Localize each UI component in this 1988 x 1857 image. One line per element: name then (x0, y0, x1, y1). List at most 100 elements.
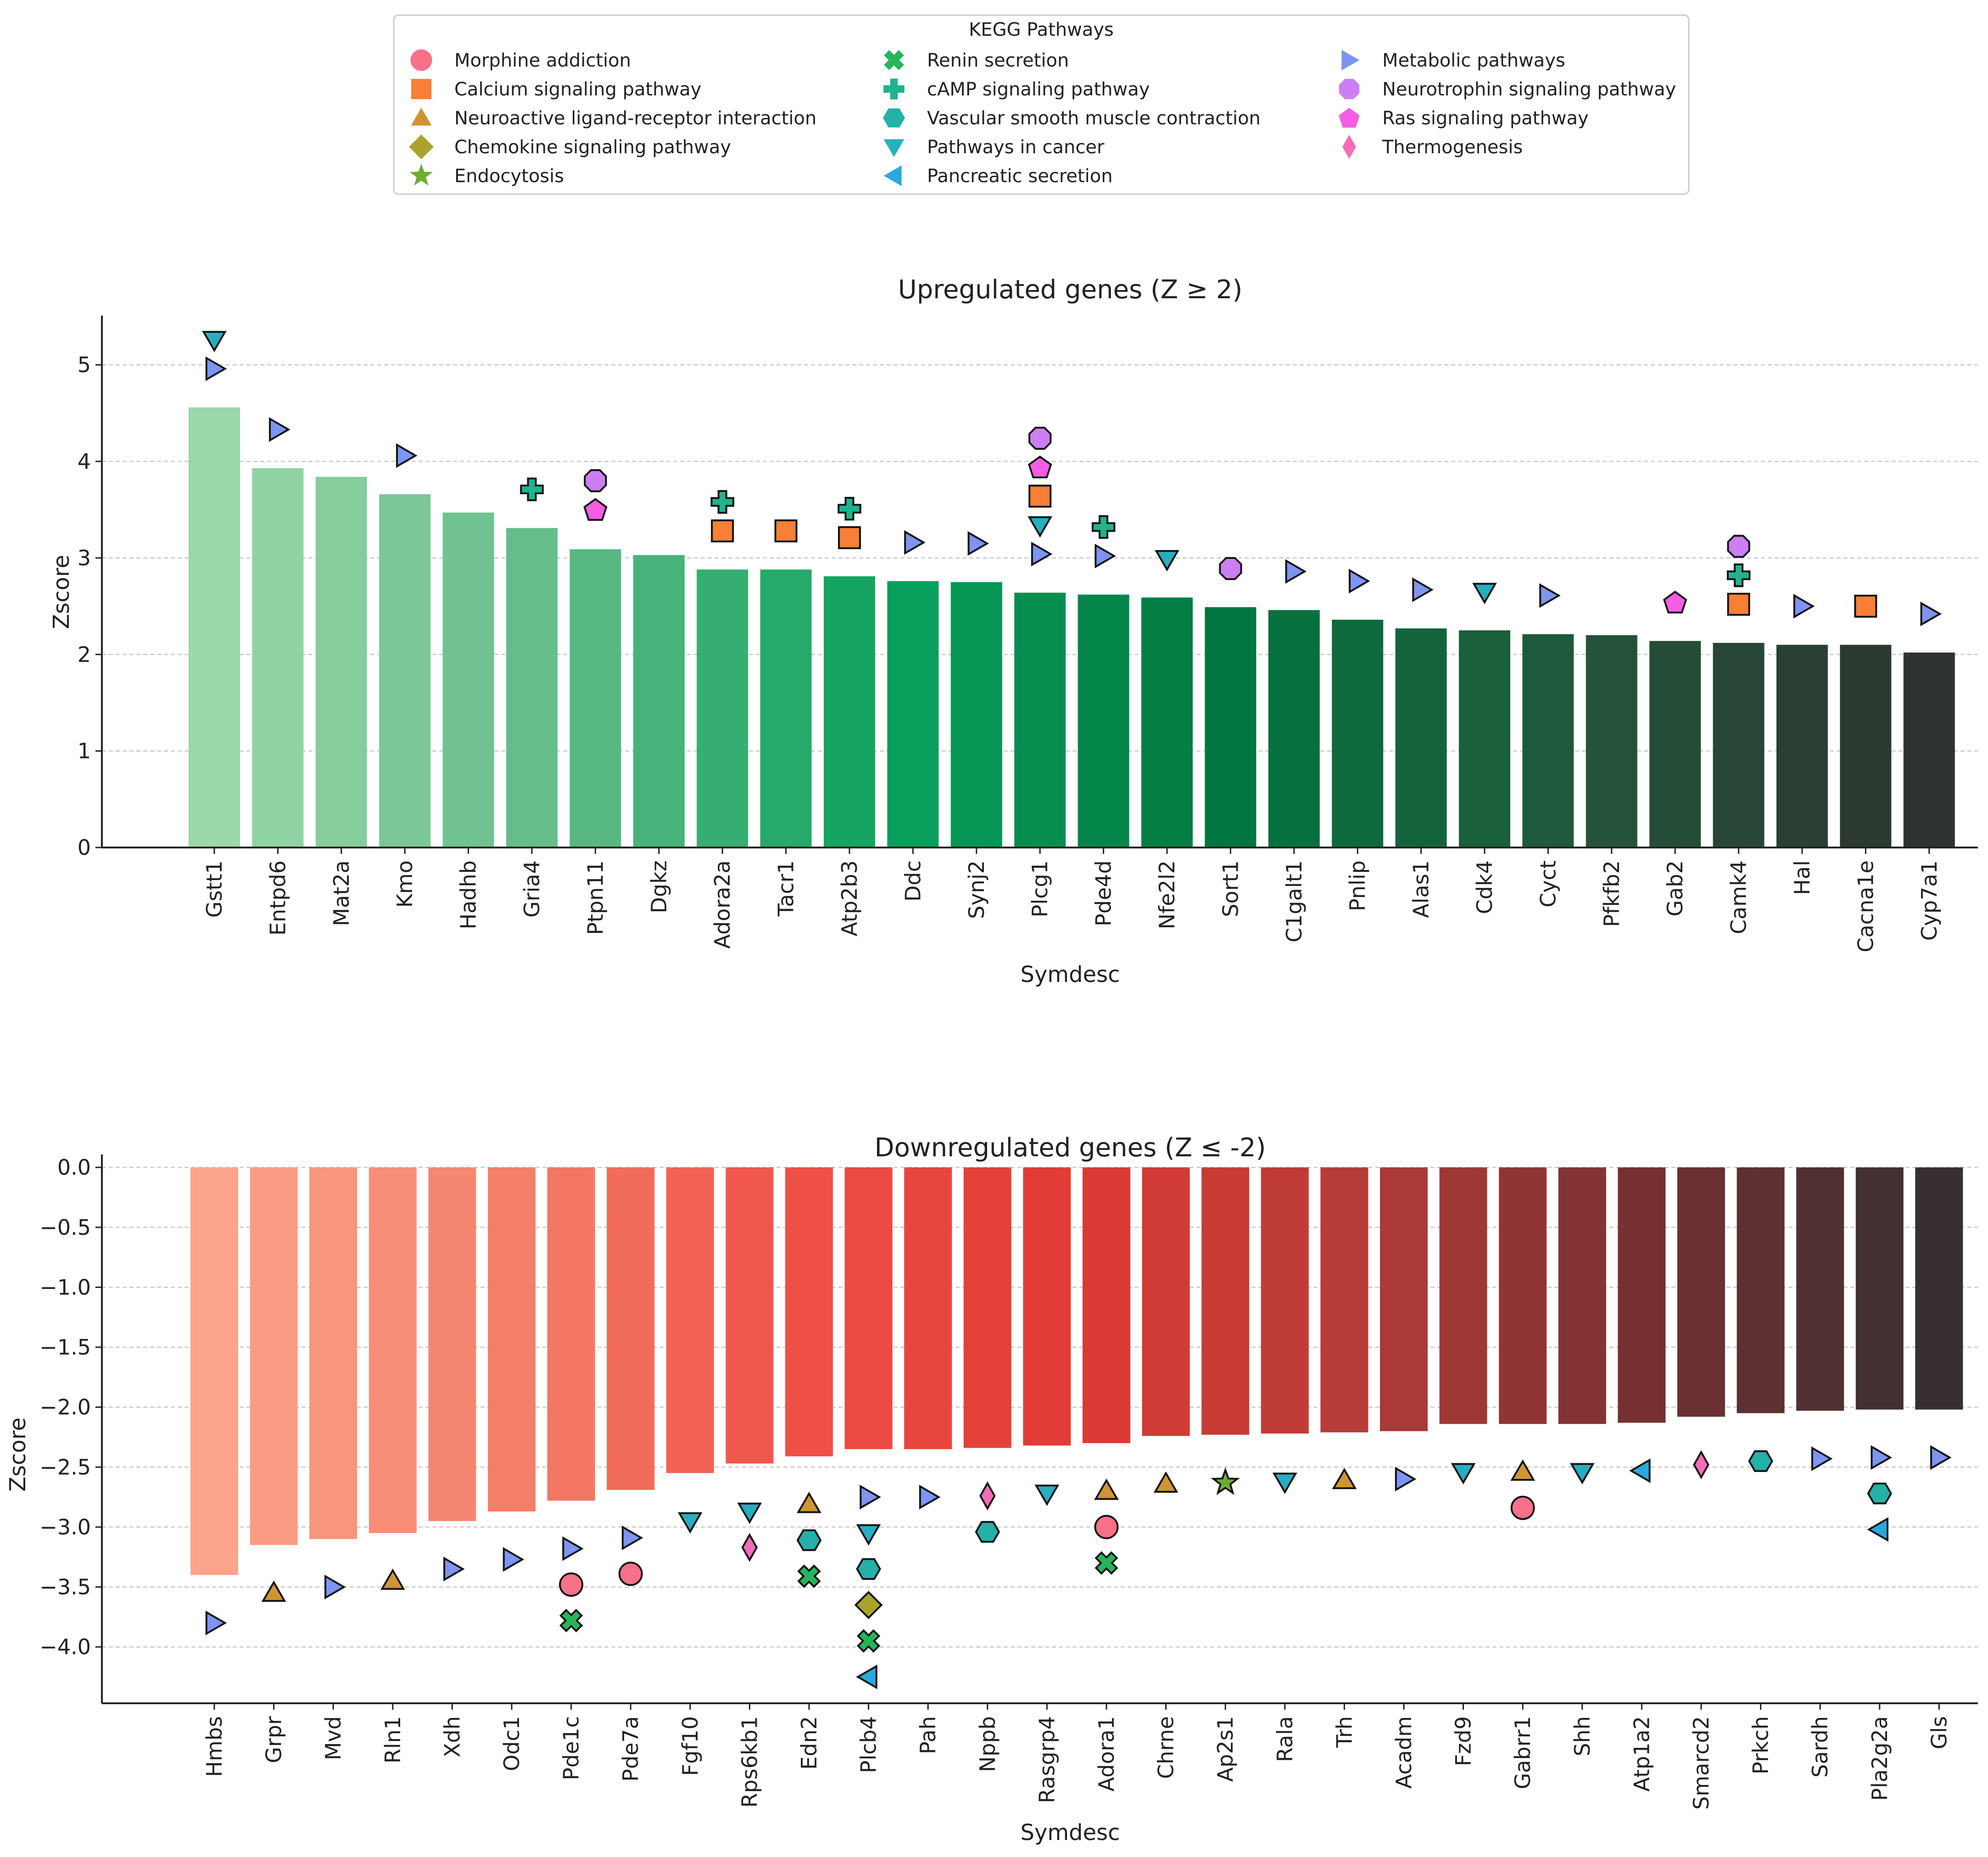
x-tick-label-rps6kb1: Rps6kb1 (737, 1716, 762, 1808)
x-tick-label-camk4: Camk4 (1726, 860, 1751, 934)
y-tick-label: 5 (78, 352, 91, 377)
marker-camk4-camp-signaling-pathway (1726, 563, 1751, 587)
thermogenesis-legend-marker (1342, 134, 1356, 159)
marker-pde7a-metabolic-pathways (621, 1525, 643, 1550)
marker-synj2-metabolic-pathways (967, 531, 989, 556)
bar-kmo (379, 494, 431, 848)
marker-plcb4-metabolic-pathways (860, 1484, 881, 1510)
marker-plcb4-pancreatic-secretion (856, 1664, 877, 1690)
marker-xdh-metabolic-pathways (443, 1556, 465, 1582)
x-tick-label-sardh: Sardh (1808, 1716, 1832, 1778)
legend-item-label: Renin secretion (927, 50, 1069, 71)
bar-sardh (1796, 1167, 1844, 1411)
legend-item-label: cAMP signaling pathway (927, 79, 1150, 100)
y-tick-label: 2 (78, 642, 91, 667)
x-tick-label-plcb4: Plcb4 (856, 1716, 881, 1773)
y-tick-label: 0.0 (57, 1155, 91, 1180)
bar-camk4 (1713, 643, 1765, 848)
neurotrophin-signaling-pathway-legend-marker (1339, 78, 1360, 100)
bar-cacna1e (1840, 645, 1892, 848)
marker-plcb4-vascular-smooth-muscle-contraction (856, 1558, 881, 1580)
marker-shh-pathways-in-cancer (1569, 1463, 1595, 1484)
marker-adora1-renin-secretion (1095, 1551, 1118, 1575)
bar-chrne (1142, 1167, 1190, 1436)
x-tick-label-cacna1e: Cacna1e (1853, 860, 1878, 953)
legend-frame (393, 14, 1690, 195)
marker-plcb4-renin-secretion (856, 1629, 881, 1653)
bar-adora1 (1083, 1167, 1130, 1444)
marker-camk4-calcium-signaling-pathway (1727, 592, 1750, 616)
bar-odc1 (488, 1167, 536, 1511)
marker-trh-neuroactive-ligand-receptor-interaction (1332, 1467, 1357, 1489)
y-tick-label: −1.5 (39, 1335, 91, 1360)
marker-edn2-neuroactive-ligand-receptor-interaction (797, 1492, 821, 1513)
x-tick-label-ap2s1: Ap2s1 (1213, 1716, 1238, 1782)
x-tick-label-synj2: Synj2 (964, 860, 989, 919)
marker-rln1-neuroactive-ligand-receptor-interaction (380, 1568, 405, 1590)
marker-sardh-metabolic-pathways (1811, 1446, 1833, 1471)
bar-rasgrp4 (1023, 1167, 1071, 1446)
legend-item-neurotrophin-signaling-pathway: Neurotrophin signaling pathway (1339, 78, 1676, 100)
bar-shh (1558, 1167, 1606, 1424)
x-tick-label-pde4d: Pde4d (1091, 860, 1116, 926)
x-tick-label-entpd6: Entpd6 (265, 860, 290, 936)
bar-entpd6 (252, 468, 304, 848)
y-tick-label: 4 (78, 449, 91, 474)
marker-ap2s1-endocytosis (1211, 1467, 1240, 1495)
x-tick-label-c1galt1: C1galt1 (1282, 860, 1307, 942)
marker-pde1c-renin-secretion (559, 1609, 583, 1633)
x-tick-label-gria4: Gria4 (519, 860, 544, 918)
bar-cyp7a1 (1903, 652, 1955, 848)
bar-xdh (428, 1167, 476, 1521)
x-tick-label-smarcd2: Smarcd2 (1689, 1716, 1714, 1810)
downregulated-y-axis-label: Zscore (5, 1417, 31, 1492)
x-tick-label-sort1: Sort1 (1218, 860, 1243, 917)
bar-fgf10 (666, 1167, 714, 1473)
legend-item-label: Thermogenesis (1382, 137, 1523, 158)
x-tick-label-pfkfb2: Pfkfb2 (1599, 860, 1624, 927)
bar-ddc (887, 581, 939, 848)
bar-rala (1261, 1167, 1309, 1434)
marker-cyp7a1-metabolic-pathways (1920, 602, 1942, 626)
downregulated-chart: Downregulated genes (Z ≤ -2) 0.0 −0.5 −1.0… (5, 1133, 1978, 1846)
marker-kmo-metabolic-pathways (396, 443, 418, 468)
x-tick-label-rasgrp4: Rasgrp4 (1034, 1716, 1059, 1803)
downregulated-x-axis-label: Symdesc (1020, 1820, 1120, 1846)
marker-hal-metabolic-pathways (1793, 594, 1815, 619)
marker-nppb-vascular-smooth-muscle-contraction (975, 1521, 1000, 1543)
legend-item-label: Vascular smooth muscle contraction (927, 108, 1261, 129)
y-tick-label: 3 (78, 546, 91, 570)
x-tick-label-xdh: Xdh (440, 1716, 464, 1757)
x-tick-label-pnlip: Pnlip (1345, 860, 1370, 911)
marker-fzd9-pathways-in-cancer (1451, 1463, 1476, 1484)
endocytosis-legend-marker (409, 163, 433, 186)
y-tick-label: 1 (78, 739, 91, 764)
bar-gstt1 (189, 407, 240, 848)
marker-pah-metabolic-pathways (919, 1484, 941, 1510)
marker-ddc-metabolic-pathways (904, 530, 926, 555)
legend-item-pancreatic-secretion: Pancreatic secretion (883, 165, 1113, 187)
x-tick-label-alas1: Alas1 (1409, 860, 1434, 918)
marker-tacr1-calcium-signaling-pathway (774, 519, 798, 543)
marker-alas1-metabolic-pathways (1412, 577, 1434, 602)
bar-sort1 (1205, 607, 1256, 848)
marker-gls-metabolic-pathways (1930, 1445, 1952, 1470)
x-tick-label-chrne: Chrne (1154, 1716, 1178, 1779)
bar-mat2a (315, 477, 367, 848)
bar-cyct (1522, 634, 1574, 848)
bar-c1galt1 (1268, 610, 1320, 848)
bar-acadm (1380, 1167, 1428, 1431)
marker-edn2-renin-secretion (797, 1564, 821, 1588)
marker-cacna1e-calcium-signaling-pathway (1854, 595, 1877, 618)
marker-smarcd2-thermogenesis (1693, 1450, 1709, 1479)
legend-item-label: Neurotrophin signaling pathway (1382, 79, 1676, 100)
x-tick-label-pde1c: Pde1c (559, 1716, 584, 1780)
bar-gls (1915, 1167, 1963, 1410)
marker-edn2-vascular-smooth-muscle-contraction (796, 1529, 822, 1551)
x-tick-label-atp1a2: Atp1a2 (1629, 1716, 1654, 1792)
renin-secretion-legend-marker (884, 50, 904, 70)
chemokine-signaling-pathway-legend-marker (409, 134, 434, 159)
marker-camk4-neurotrophin-signaling-pathway (1727, 535, 1750, 558)
x-tick-label-gab2: Gab2 (1663, 860, 1687, 916)
marker-nppb-thermogenesis (979, 1481, 996, 1511)
